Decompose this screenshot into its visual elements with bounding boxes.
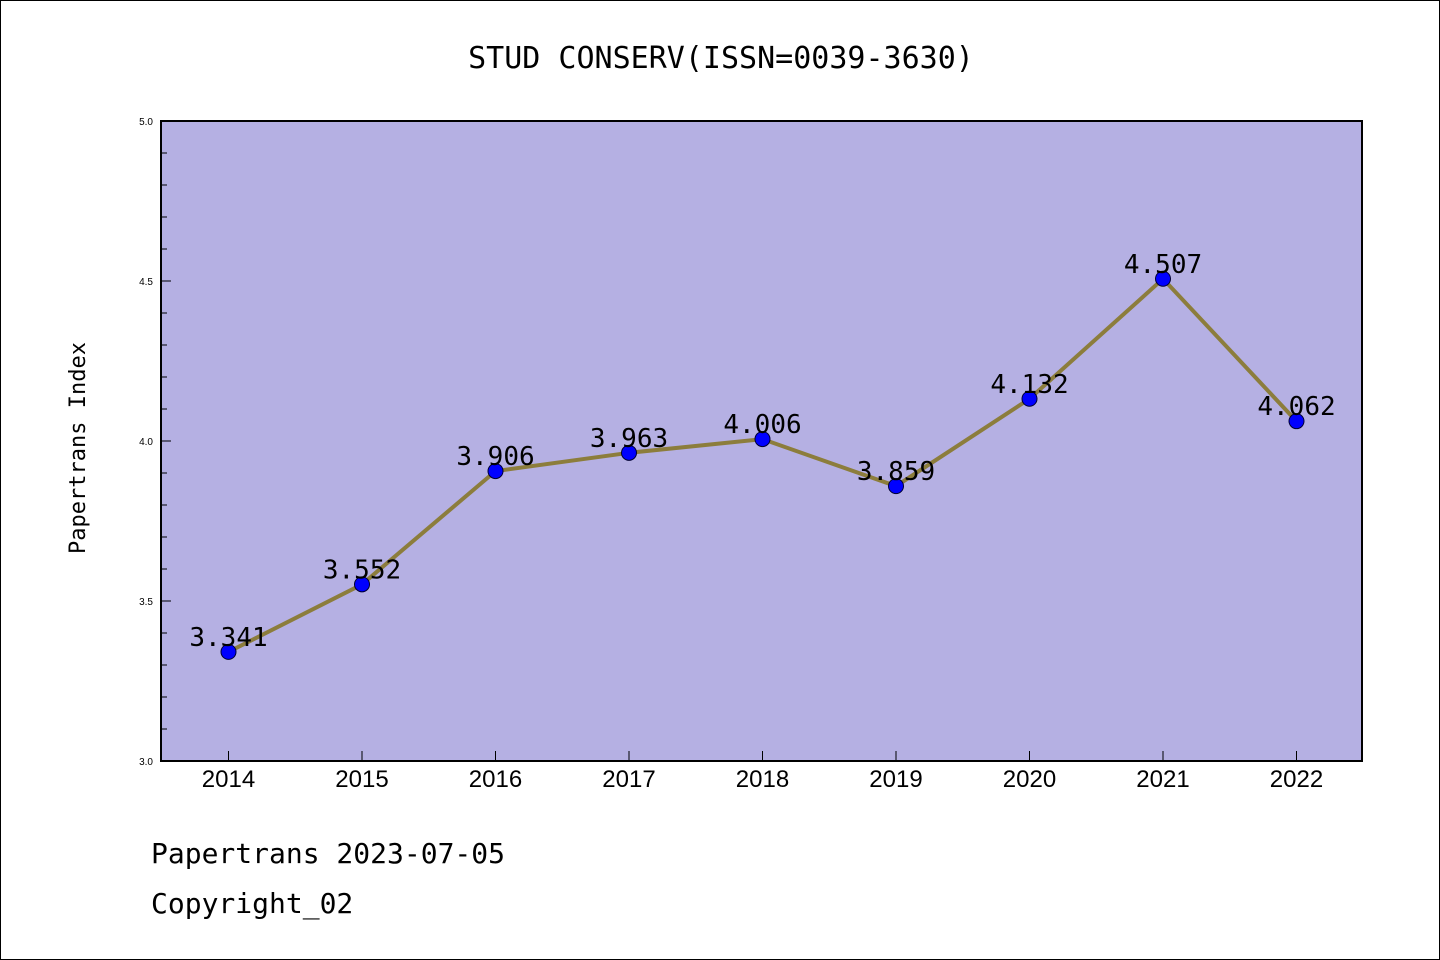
footer-copyright: Copyright_02 (151, 887, 354, 920)
x-tick-label: 2016 (469, 766, 522, 793)
x-tick-label: 2017 (602, 766, 655, 793)
y-tick-label: 4.0 (139, 437, 153, 448)
x-axis-ticks: 2014 2015 2016 2017 2018 2019 2020 2021 2022 (202, 751, 1323, 793)
data-label: 4.062 (1257, 392, 1335, 422)
y-tick-label: 5.0 (139, 117, 153, 128)
data-point (1155, 270, 1171, 287)
y-tick-label: 3.0 (139, 757, 153, 768)
x-tick-label: 2020 (1003, 766, 1056, 793)
data-label: 4.507 (1124, 250, 1202, 280)
y-axis-label: Papertrans Index (66, 342, 91, 554)
footer-date: Papertrans 2023-07-05 (151, 837, 506, 870)
y-tick-label: 3.5 (139, 597, 153, 608)
data-point (1288, 413, 1305, 430)
y-tick-label: 4.5 (139, 277, 153, 288)
x-tick-label: 2018 (736, 766, 789, 793)
data-label: 4.006 (723, 410, 801, 440)
data-point (220, 643, 237, 660)
data-point (754, 431, 771, 448)
data-point (487, 463, 504, 480)
x-tick-label: 2014 (202, 766, 255, 793)
y-axis-ticks: 3.0 3.5 4.0 4.5 5.0 (139, 117, 171, 768)
data-point (354, 576, 370, 593)
x-tick-label: 2015 (335, 766, 388, 793)
chart-title: STUD CONSERV(ISSN=0039-3630) (468, 41, 974, 76)
data-label: 3.552 (323, 555, 401, 585)
x-tick-label: 2021 (1136, 766, 1189, 793)
data-label: 3.859 (857, 457, 935, 487)
data-point (1021, 390, 1038, 407)
x-tick-label: 2019 (869, 766, 922, 793)
data-markers (220, 270, 1305, 660)
data-label: 4.132 (990, 370, 1068, 400)
data-labels: 3.341 3.552 3.906 3.963 4.006 3.859 4.132 4.507… (189, 250, 1335, 653)
data-point (621, 444, 637, 461)
x-tick-label: 2022 (1270, 766, 1323, 793)
data-point (888, 478, 904, 495)
data-label: 3.906 (456, 442, 534, 472)
data-label: 3.341 (189, 623, 267, 653)
data-label: 3.963 (590, 424, 668, 454)
